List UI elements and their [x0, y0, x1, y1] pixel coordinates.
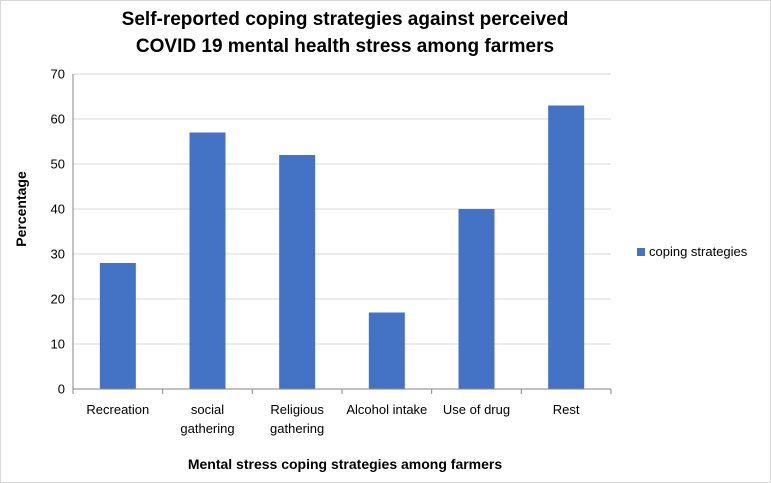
x-tick-label-0-line-0: Recreation	[86, 402, 149, 417]
x-tick-label-1-line-0: social	[191, 402, 224, 417]
bar-5	[548, 105, 585, 389]
x-tick-label-1-line-1: gathering	[180, 421, 234, 436]
y-tick-label-60: 60	[51, 112, 65, 127]
y-tick-label-70: 70	[51, 67, 65, 82]
chart-title: Self-reported coping strategies against …	[0, 6, 690, 60]
x-tick-label-2-line-0: Religious	[270, 402, 324, 417]
bar-4	[458, 209, 495, 389]
legend: coping strategies	[637, 244, 747, 259]
y-tick-label-0: 0	[58, 382, 65, 397]
bar-3	[368, 312, 405, 389]
x-axis-label: Mental stress coping strategies among fa…	[187, 456, 503, 472]
x-tick-label-4: Use of drug	[443, 402, 510, 417]
y-tick-label-10: 10	[51, 337, 65, 352]
legend-label: coping strategies	[649, 244, 748, 259]
bar-0	[99, 263, 136, 389]
x-tick-label-3: Alcohol intake	[346, 402, 427, 417]
x-tick-label-1: social gathering	[180, 402, 234, 436]
y-tick-label-30: 30	[51, 247, 65, 262]
y-tick-label-40: 40	[51, 202, 65, 217]
y-tick-label-50: 50	[51, 157, 65, 172]
x-tick-label-4-line-0: Use of drug	[443, 402, 510, 417]
y-tick-label-20: 20	[51, 292, 65, 307]
legend-swatch	[637, 247, 645, 256]
bar-1	[189, 132, 226, 389]
x-tick-label-2: Religious gathering	[270, 402, 324, 436]
x-tick-label-5-line-0: Rest	[553, 402, 580, 417]
x-tick-label-5: Rest	[553, 402, 580, 417]
chart-title-line-1: Self-reported coping strategies against …	[121, 9, 569, 30]
x-tick-label-3-line-0: Alcohol intake	[346, 402, 427, 417]
x-tick-label-0: Recreation	[86, 402, 149, 417]
x-tick-label-2-line-1: gathering	[270, 421, 324, 436]
bar-2	[279, 155, 316, 389]
chart-title-line-2: COVID 19 mental health stress among farm…	[135, 36, 555, 57]
